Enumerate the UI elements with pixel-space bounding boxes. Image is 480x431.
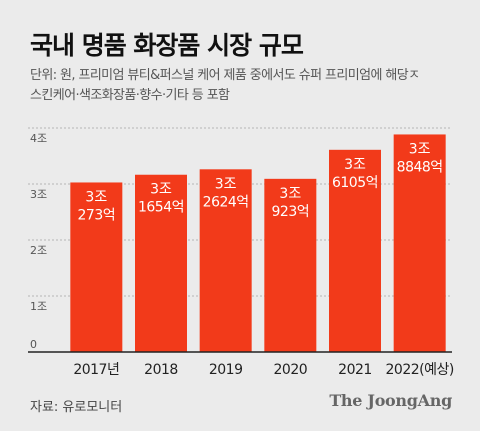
data-label: 6105억 bbox=[332, 175, 378, 191]
source-note: 자료: 유로모니터 bbox=[30, 400, 123, 415]
bar bbox=[329, 149, 381, 352]
data-label: 3조 bbox=[409, 141, 431, 157]
x-tick-label: 2021 bbox=[338, 362, 372, 378]
data-label: 3조 bbox=[85, 189, 107, 205]
bar bbox=[393, 134, 446, 352]
data-label: 923억 bbox=[272, 204, 310, 220]
x-tick-label: 2019 bbox=[209, 362, 243, 378]
data-label: 2624억 bbox=[203, 194, 249, 210]
unit-note-line-2: 스킨케어·색조화장품·향수·기타 등 포함 bbox=[30, 88, 230, 103]
bar bbox=[70, 182, 123, 352]
y-tick-label: 3조 bbox=[30, 188, 47, 201]
data-label: 3조 bbox=[344, 157, 366, 173]
unit-note: 단위: 원, 프리미엄 뷰티&퍼스널 케어 제품 중에서도 슈퍼 프리미엄에 해… bbox=[30, 66, 470, 106]
x-tick-label: 2017년 bbox=[73, 362, 119, 378]
bar bbox=[264, 178, 317, 352]
bar bbox=[135, 174, 187, 352]
y-tick-label: 2조 bbox=[30, 244, 47, 257]
x-tick-label: 2022(예상) bbox=[386, 362, 454, 378]
data-label: 273억 bbox=[78, 207, 116, 223]
unit-note-line-1: 단위: 원, 프리미엄 뷰티&퍼스널 케어 제품 중에서도 슈퍼 프리미엄에 해… bbox=[30, 68, 420, 83]
y-tick-label: 4조 bbox=[30, 132, 47, 145]
y-tick-label: 0 bbox=[30, 338, 37, 351]
data-label: 1654억 bbox=[138, 200, 184, 216]
x-tick-label: 2018 bbox=[144, 362, 178, 378]
publisher-logo: The JoongAng bbox=[329, 391, 452, 410]
data-label: 3조 bbox=[150, 182, 172, 198]
y-tick-label: 1조 bbox=[30, 300, 47, 313]
bar bbox=[199, 169, 252, 352]
x-tick-label: 2020 bbox=[274, 362, 308, 378]
data-label: 3조 bbox=[215, 176, 237, 192]
data-label: 3조 bbox=[279, 186, 301, 202]
chart-title: 국내 명품 화장품 시장 규모 bbox=[30, 31, 304, 60]
data-label: 8848억 bbox=[397, 159, 443, 175]
